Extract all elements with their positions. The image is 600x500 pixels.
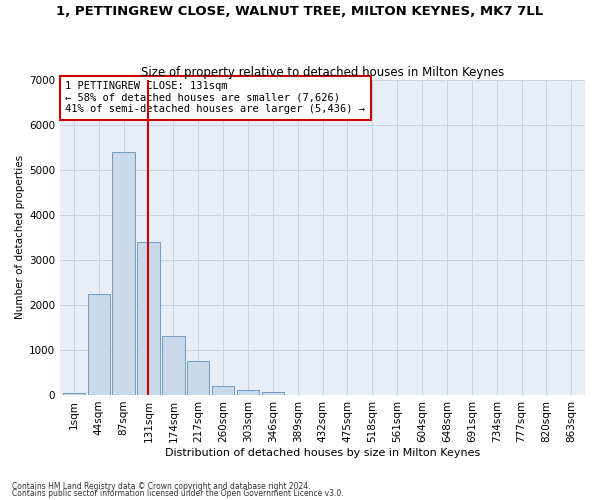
Text: Contains HM Land Registry data © Crown copyright and database right 2024.: Contains HM Land Registry data © Crown c…: [12, 482, 311, 491]
Bar: [162, 336, 185, 395]
Bar: [262, 392, 284, 395]
Bar: [212, 386, 234, 395]
Title: Size of property relative to detached houses in Milton Keynes: Size of property relative to detached ho…: [141, 66, 504, 78]
Bar: [187, 361, 209, 395]
Bar: [88, 294, 110, 395]
Text: 1 PETTINGREW CLOSE: 131sqm
← 58% of detached houses are smaller (7,626)
41% of s: 1 PETTINGREW CLOSE: 131sqm ← 58% of deta…: [65, 81, 365, 114]
Bar: [137, 242, 160, 395]
Text: 1, PETTINGREW CLOSE, WALNUT TREE, MILTON KEYNES, MK7 7LL: 1, PETTINGREW CLOSE, WALNUT TREE, MILTON…: [56, 5, 544, 18]
Bar: [237, 390, 259, 395]
Bar: [112, 152, 135, 395]
Bar: [62, 392, 85, 395]
Y-axis label: Number of detached properties: Number of detached properties: [15, 156, 25, 320]
X-axis label: Distribution of detached houses by size in Milton Keynes: Distribution of detached houses by size …: [165, 448, 480, 458]
Text: Contains public sector information licensed under the Open Government Licence v3: Contains public sector information licen…: [12, 490, 344, 498]
